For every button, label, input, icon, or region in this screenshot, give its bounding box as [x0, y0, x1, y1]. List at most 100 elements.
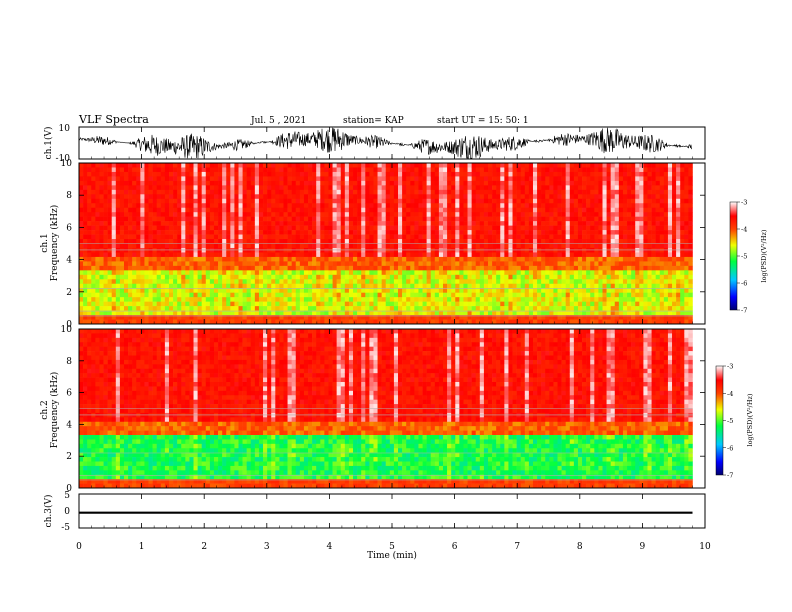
spectrogram-cell — [283, 288, 288, 293]
spectrogram-cell — [295, 256, 301, 262]
spectrogram-cell — [438, 252, 444, 258]
spectrogram-cell — [123, 225, 129, 231]
spectrogram-cell — [532, 315, 538, 320]
spectrogram-cell — [164, 283, 170, 289]
spectrogram-cell — [222, 319, 227, 325]
spectrogram-cell — [622, 301, 628, 307]
spectrogram-cell — [119, 315, 125, 320]
spectrogram-cell — [332, 292, 337, 298]
spectrogram-cell — [222, 167, 227, 173]
spectrogram-cell — [193, 301, 198, 307]
spectrogram-cell — [295, 180, 301, 186]
spectrogram-cell — [348, 167, 354, 173]
spectrogram-cell — [414, 261, 419, 267]
spectrogram-cell — [91, 203, 96, 209]
spectrogram-cell — [181, 216, 186, 222]
spectrogram-cell — [602, 261, 607, 267]
spectrogram-cell — [557, 283, 562, 289]
spectrogram-cell — [455, 292, 460, 298]
spectrogram-cell — [258, 319, 264, 325]
spectrogram-cell — [148, 306, 153, 311]
spectrogram-cell — [361, 203, 366, 209]
spectrogram-cell — [177, 225, 182, 231]
spectrogram-cell — [610, 252, 616, 258]
spectrogram-cell — [254, 265, 260, 271]
spectrogram-cell — [287, 297, 292, 302]
spectrogram-cell — [639, 194, 644, 200]
spectrogram-cell — [475, 256, 481, 262]
spectrogram-cell — [128, 279, 133, 285]
spectrogram-cell — [610, 189, 616, 195]
spectrogram-cell — [357, 256, 362, 262]
spectrogram-cell — [598, 319, 603, 325]
spectrogram-cell — [185, 261, 190, 267]
spectrogram-cell — [218, 171, 223, 177]
spectrogram-cell — [283, 189, 288, 195]
spectrogram-cell — [430, 230, 436, 235]
spectrogram-cell — [541, 167, 546, 173]
spectrogram-cell — [631, 198, 636, 204]
spectrogram-cell — [381, 261, 387, 267]
spectrogram-cell — [487, 239, 493, 244]
spectrogram-cell — [463, 315, 468, 320]
spectrogram-cell — [132, 207, 137, 213]
spectrogram-cell — [487, 256, 493, 262]
spectrogram-cell — [541, 301, 546, 307]
spectrogram-cell — [115, 301, 121, 307]
spectrogram-cell — [451, 203, 456, 209]
spectrogram-cell — [443, 301, 448, 307]
spectrogram-cell — [218, 319, 223, 325]
spectrogram-cell — [242, 225, 247, 231]
spectrogram-cell — [467, 301, 472, 307]
spectrogram-cell — [483, 225, 489, 231]
spectrogram-cell — [230, 167, 235, 173]
spectrogram-cell — [582, 194, 587, 200]
spectrogram-cell — [299, 221, 305, 226]
spectrogram-cell — [459, 194, 464, 200]
spectrogram-cell — [451, 306, 456, 311]
spectrogram-cell — [295, 315, 301, 320]
spectrogram-cell — [324, 274, 329, 280]
spectrogram-cell — [87, 319, 92, 325]
spectrogram-cell — [361, 230, 366, 235]
spectrogram-cell — [226, 270, 231, 276]
spectrogram-cell — [622, 167, 628, 173]
spectrogram-cell — [471, 261, 477, 267]
spectrogram-cell — [160, 243, 166, 249]
spectrogram-cell — [168, 292, 174, 298]
spectrogram-cell — [267, 198, 272, 204]
spectrogram-cell — [459, 207, 464, 213]
spectrogram-cell — [156, 256, 162, 262]
spectrogram-cell — [537, 261, 542, 267]
spectrogram-cell — [357, 301, 362, 307]
spectrogram-cell — [438, 230, 444, 235]
spectrogram-cell — [344, 189, 350, 195]
spectrogram-cell — [299, 243, 305, 249]
spectrogram-cell — [569, 167, 575, 173]
spectrogram-cell — [622, 234, 628, 240]
spectrogram-cell — [132, 171, 137, 177]
spectrogram-cell — [156, 180, 162, 186]
spectrogram-cell — [152, 212, 158, 217]
spectrogram-cell — [242, 247, 247, 253]
spectrogram-cell — [434, 279, 440, 285]
spectrogram-cell — [173, 297, 178, 302]
spectrogram-cell — [197, 189, 202, 195]
spectrogram-cell — [618, 189, 624, 195]
spectrogram-cell — [156, 283, 162, 289]
spectrogram-cell — [177, 310, 182, 316]
spectrogram-cell — [610, 185, 616, 191]
spectrogram-cell — [402, 207, 407, 213]
spectrogram-cell — [242, 279, 247, 285]
spectrogram-cell — [438, 270, 444, 276]
spectrogram-cell — [582, 292, 587, 298]
spectrogram-cell — [508, 310, 513, 316]
spectrogram-cell — [410, 176, 415, 182]
spectrogram-cell — [483, 167, 489, 173]
spectrogram-cell — [557, 225, 562, 231]
spectrogram-cell — [332, 319, 337, 325]
spectrogram-cell — [483, 310, 489, 316]
spectrogram-cell — [267, 212, 272, 217]
spectrogram-cell — [373, 212, 378, 217]
spectrogram-cell — [279, 198, 284, 204]
